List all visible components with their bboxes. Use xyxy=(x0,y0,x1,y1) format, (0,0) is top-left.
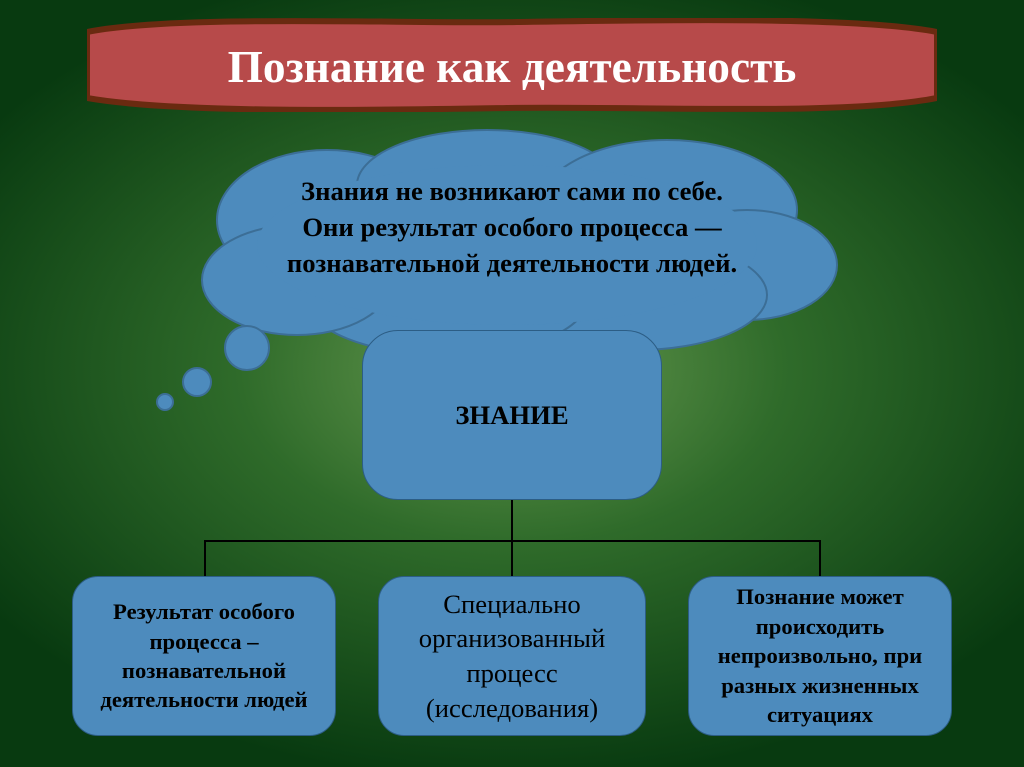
connector-stem xyxy=(511,500,513,540)
connector-drop-3 xyxy=(819,540,821,576)
leaf-node-1-label: Результат особого процесса – познаватель… xyxy=(85,597,323,715)
thought-cloud: Знания не возникают сами по себе. Они ре… xyxy=(187,130,837,350)
title-banner: Познание как деятельность xyxy=(87,18,937,112)
root-node-label: ЗНАНИЕ xyxy=(455,400,568,431)
leaf-node-3: Познание может происходить непроизвольно… xyxy=(688,576,952,736)
leaf-node-2: Специально организованный процесс (иссле… xyxy=(378,576,646,736)
title-text: Познание как деятельность xyxy=(87,18,937,112)
cloud-text: Знания не возникают сами по себе. Они ре… xyxy=(242,173,782,281)
root-node: ЗНАНИЕ xyxy=(362,330,662,500)
leaf-node-3-label: Познание может происходить непроизвольно… xyxy=(701,582,939,729)
leaf-node-2-label: Специально организованный процесс (иссле… xyxy=(391,587,633,726)
leaf-node-1: Результат особого процесса – познаватель… xyxy=(72,576,336,736)
connector-drop-1 xyxy=(204,540,206,576)
connector-drop-2 xyxy=(511,540,513,576)
